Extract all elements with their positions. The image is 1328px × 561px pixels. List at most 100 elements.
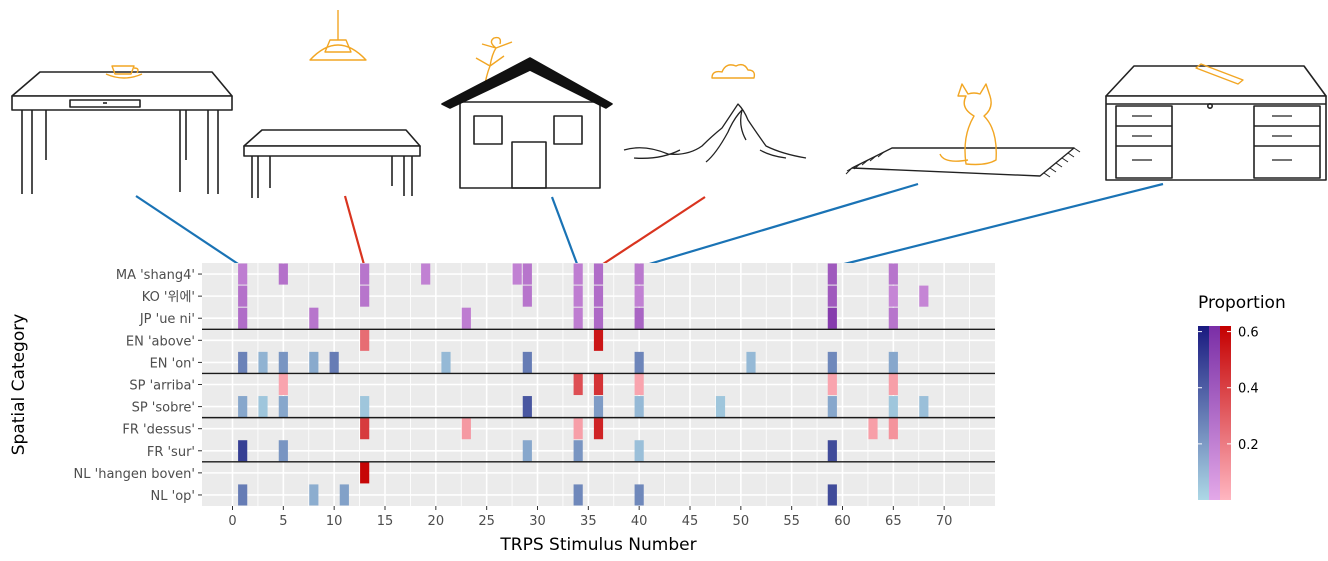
heatmap-cells bbox=[238, 263, 929, 506]
heatmap-cell bbox=[278, 351, 288, 373]
x-tick-label: 65 bbox=[885, 514, 902, 529]
heatmap-cell bbox=[919, 285, 929, 307]
legend-colorbar-purple bbox=[1209, 326, 1220, 500]
legend-title: Proportion bbox=[1198, 293, 1286, 313]
heatmap-cell bbox=[238, 484, 248, 506]
heatmap-cell bbox=[827, 285, 837, 307]
heatmap-cell bbox=[309, 484, 319, 506]
x-tick-label: 70 bbox=[936, 514, 953, 529]
heatmap-cell bbox=[573, 418, 583, 440]
heatmap-cell bbox=[461, 418, 471, 440]
heatmap-cell bbox=[593, 396, 604, 418]
heatmap-cell bbox=[238, 396, 248, 418]
connector-line bbox=[832, 182, 1164, 269]
y-tick-label: EN 'above' bbox=[126, 334, 195, 349]
heatmap-cell bbox=[522, 440, 532, 462]
heatmap-cell bbox=[522, 263, 532, 285]
heatmap-cell bbox=[360, 285, 370, 307]
legend-tick-label: 0.6 bbox=[1238, 326, 1259, 341]
heatmap-cell bbox=[522, 396, 532, 418]
illustration-cat-rug bbox=[845, 83, 1081, 178]
heatmap-cell bbox=[827, 440, 837, 462]
heatmap-cell bbox=[634, 285, 644, 307]
heatmap-cell bbox=[360, 462, 370, 484]
x-tick-label: 25 bbox=[478, 514, 495, 529]
heatmap-cell bbox=[634, 396, 644, 418]
connector-line bbox=[343, 195, 366, 268]
cat-icon bbox=[939, 83, 997, 166]
heatmap-cell bbox=[888, 263, 898, 285]
heatmap-cell bbox=[339, 484, 349, 506]
x-tick-label: 0 bbox=[228, 514, 236, 529]
heatmap-cell bbox=[827, 351, 837, 373]
heatmap-cell bbox=[238, 351, 248, 373]
heatmap-cell bbox=[888, 396, 898, 418]
heatmap-cell bbox=[868, 418, 878, 440]
heatmap-cell bbox=[278, 263, 288, 285]
connector-line bbox=[597, 196, 706, 268]
heatmap-cell bbox=[573, 373, 583, 396]
heatmap-cell bbox=[593, 263, 604, 285]
legend-tick-label: 0.4 bbox=[1238, 382, 1259, 397]
x-tick-label: 5 bbox=[279, 514, 287, 529]
heatmap-cell bbox=[746, 351, 756, 373]
heatmap-cell bbox=[827, 373, 837, 396]
heatmap-cell bbox=[634, 263, 644, 285]
x-axis-title: TRPS Stimulus Number bbox=[499, 535, 696, 555]
illustration-table-cup bbox=[11, 65, 233, 194]
connector-line bbox=[135, 195, 244, 268]
mountain-icon bbox=[623, 103, 807, 163]
heatmap-cell bbox=[360, 418, 370, 440]
x-tick-label: 60 bbox=[834, 514, 851, 529]
heatmap-cell bbox=[634, 440, 644, 462]
heatmap-cell bbox=[593, 418, 604, 440]
heatmap-cell bbox=[827, 484, 837, 506]
heatmap-cell bbox=[634, 307, 644, 329]
y-tick-label: JP 'ue ni' bbox=[139, 312, 195, 327]
heatmap-cell bbox=[238, 307, 248, 329]
y-tick-label: NL 'hangen boven' bbox=[74, 467, 195, 482]
plot-panel: MA 'shang4' KO '위에' JP 'ue ni' EN 'above' EN… bbox=[9, 263, 995, 555]
x-tick-label: 15 bbox=[377, 514, 394, 529]
heatmap-cell bbox=[461, 307, 471, 329]
heatmap-cell bbox=[888, 373, 898, 396]
heatmap-cell bbox=[421, 263, 431, 285]
heatmap-cell bbox=[715, 396, 726, 418]
illustration-house-figure bbox=[441, 36, 613, 189]
y-tick-label: SP 'sobre' bbox=[132, 401, 195, 416]
heatmap-cell bbox=[593, 307, 604, 329]
heatmap-cell bbox=[919, 396, 929, 418]
heatmap-cell bbox=[827, 263, 837, 285]
legend: Proportion 0.2 0.4 0.6 bbox=[1198, 293, 1286, 500]
connector-line bbox=[550, 196, 580, 268]
heatmap-cell bbox=[634, 484, 644, 506]
cup-icon bbox=[105, 65, 143, 79]
figure-icon bbox=[475, 36, 513, 91]
x-tick-label: 40 bbox=[631, 514, 648, 529]
heatmap-cell bbox=[573, 307, 583, 329]
pencil-icon bbox=[1195, 63, 1244, 85]
y-tick-label: FR 'sur' bbox=[147, 445, 195, 460]
heatmap-cell bbox=[593, 285, 604, 307]
heatmap-cell bbox=[238, 263, 248, 285]
illustration-lamp-table bbox=[243, 10, 421, 198]
legend-tick-label: 0.2 bbox=[1238, 438, 1259, 453]
heatmap-cell bbox=[888, 307, 898, 329]
heatmap-cell bbox=[360, 396, 370, 418]
illustration-pencil-desk bbox=[1105, 63, 1327, 181]
connector-lines bbox=[135, 182, 1164, 269]
x-tick-label: 55 bbox=[783, 514, 800, 529]
heatmap-cell bbox=[573, 484, 583, 506]
x-tick-label: 10 bbox=[326, 514, 343, 529]
heatmap-cell bbox=[512, 263, 522, 285]
legend-colorbar-red bbox=[1220, 326, 1231, 500]
y-tick-label: MA 'shang4' bbox=[116, 268, 195, 283]
heatmap-cell bbox=[522, 351, 532, 373]
heatmap-cell bbox=[258, 396, 268, 418]
y-tick-label: SP 'arriba' bbox=[129, 379, 195, 394]
x-tick-label: 35 bbox=[580, 514, 597, 529]
heatmap-cell bbox=[522, 285, 532, 307]
y-tick-label: NL 'op' bbox=[151, 489, 195, 504]
heatmap-cell bbox=[634, 373, 644, 396]
